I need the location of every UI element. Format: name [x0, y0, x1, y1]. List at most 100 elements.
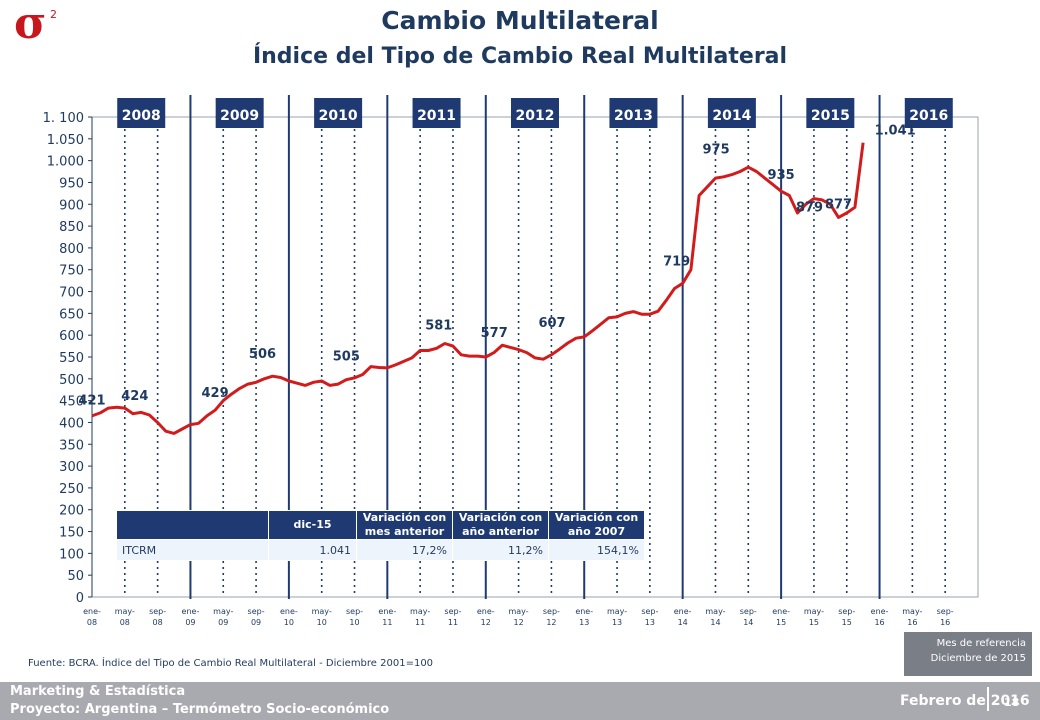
- data-label: 879: [796, 200, 823, 215]
- year-box: [412, 98, 461, 128]
- y-tick-label: 300: [59, 460, 84, 475]
- y-tick-label: 550: [59, 351, 84, 366]
- year-box: [215, 98, 264, 128]
- y-tick-label: 750: [59, 264, 84, 279]
- x-tick-label: sep-15: [838, 607, 855, 627]
- year-label: 2008: [122, 108, 161, 124]
- source-note: Fuente: BCRA. Índice del Tipo de Cambio …: [28, 658, 434, 669]
- year-box: [117, 98, 166, 128]
- year-label: 2012: [516, 108, 555, 124]
- x-tick-label: may-11: [410, 607, 430, 627]
- reference-box: Mes de referencia Diciembre de 2015: [904, 632, 1032, 676]
- data-label: 607: [538, 316, 565, 331]
- year-box: [904, 98, 953, 128]
- x-tick-label: sep-12: [543, 607, 560, 627]
- summary-table-cell: 154,1%: [548, 539, 645, 561]
- y-tick-label: 150: [59, 526, 84, 541]
- y-tick-label: 0: [76, 591, 84, 606]
- x-tick-label: may-15: [804, 607, 824, 627]
- x-tick-label: sep-13: [641, 607, 658, 627]
- x-tick-label: sep-10: [346, 607, 363, 627]
- x-tick-label: sep-08: [149, 607, 166, 627]
- data-label: 505: [333, 350, 360, 365]
- y-tick-label: 100: [59, 547, 84, 562]
- y-tick-label: 600: [59, 329, 84, 344]
- data-label: 719: [663, 254, 690, 269]
- x-tick-label: ene-14: [674, 607, 692, 627]
- y-tick-label: 800: [59, 242, 84, 257]
- y-tick-label: 700: [59, 286, 84, 301]
- y-tick-label: 950: [59, 176, 84, 191]
- x-tick-label: ene-13: [575, 607, 593, 627]
- year-label: 2011: [417, 108, 456, 124]
- summary-table-row: ITCRM 1.041 17,2% 11,2% 154,1%: [116, 539, 645, 561]
- reference-line2: Diciembre de 2015: [930, 653, 1026, 664]
- x-tick-label: sep-16: [937, 607, 954, 627]
- footer-bar: [0, 682, 1040, 720]
- x-tick-label: sep-14: [740, 607, 757, 627]
- y-tick-label: 50: [67, 569, 84, 584]
- data-label: 421: [78, 393, 105, 408]
- y-tick-label: 1.050: [47, 133, 84, 148]
- x-tick-label: ene-10: [280, 607, 298, 627]
- x-tick-label: ene-08: [83, 607, 101, 627]
- y-tick-label: 1.000: [47, 155, 84, 170]
- year-box: [314, 98, 363, 128]
- y-tick-label: 450: [59, 395, 84, 410]
- page-title: Cambio Multilateral: [381, 6, 659, 35]
- x-tick-label: may-09: [213, 607, 233, 627]
- summary-table-corner: [116, 510, 269, 540]
- year-box: [511, 98, 559, 128]
- year-box: [806, 98, 855, 128]
- x-tick-label: sep-09: [248, 607, 265, 627]
- x-tick-label: may-14: [705, 607, 725, 627]
- reference-line1: Mes de referencia: [936, 638, 1026, 649]
- year-box: [609, 98, 658, 128]
- logo-superscript: 2: [50, 8, 57, 21]
- y-tick-label: 500: [59, 373, 84, 388]
- summary-table: dic-15 Variación con mes anterior Variac…: [116, 510, 645, 561]
- y-tick-label: 350: [59, 438, 84, 453]
- data-label: 975: [703, 143, 730, 158]
- data-label: 581: [425, 318, 452, 333]
- summary-table-cell: 11,2%: [452, 539, 549, 561]
- year-label: 2009: [220, 108, 259, 124]
- data-label: 877: [825, 197, 852, 212]
- summary-table-cell: 17,2%: [356, 539, 453, 561]
- x-tick-label: ene-15: [772, 607, 790, 627]
- data-label: 935: [768, 168, 795, 183]
- y-tick-label: 850: [59, 220, 84, 235]
- footer-separator: [987, 687, 989, 711]
- year-box: [707, 98, 756, 128]
- page-number: 18: [1004, 696, 1020, 709]
- x-tick-label: may-16: [902, 607, 922, 627]
- logo-symbol: σ: [14, 4, 46, 46]
- series-line: [91, 142, 865, 435]
- x-tick-label: sep-11: [444, 607, 461, 627]
- x-tick-label: may-08: [115, 607, 135, 627]
- summary-table-header: Variación con año anterior: [452, 510, 549, 540]
- x-tick-label: may-12: [508, 607, 528, 627]
- data-label: 424: [121, 389, 148, 404]
- footer-line1: Marketing & Estadística: [10, 684, 186, 699]
- summary-table-header: Variación con año 2007: [548, 510, 645, 540]
- x-tick-label: ene-12: [477, 607, 495, 627]
- y-tick-label: 200: [59, 504, 84, 519]
- y-tick-label: 1. 100: [43, 111, 84, 126]
- x-tick-label: may-10: [312, 607, 332, 627]
- sigma-logo: σ 2: [14, 4, 57, 46]
- summary-table-row-label: ITCRM: [116, 539, 269, 561]
- x-tick-label: ene-11: [378, 607, 396, 627]
- data-label: 1.041: [875, 124, 916, 139]
- x-tick-label: ene-09: [182, 607, 200, 627]
- x-tick-label: ene-16: [871, 607, 889, 627]
- data-label: 429: [201, 386, 228, 401]
- data-label: 506: [249, 347, 276, 362]
- footer-date: Febrero de 2016: [900, 693, 1030, 709]
- year-label: 2013: [614, 108, 653, 124]
- summary-table-header: Variación con mes anterior: [356, 510, 453, 540]
- summary-table-cell: 1.041: [268, 539, 357, 561]
- year-label: 2016: [909, 108, 948, 124]
- year-label: 2014: [712, 108, 751, 124]
